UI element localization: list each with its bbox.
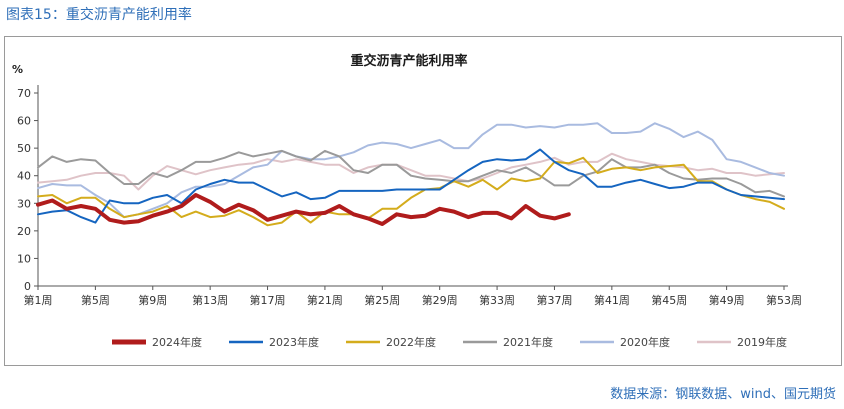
series-lines [36, 122, 785, 227]
series-line-2019年度 [37, 152, 785, 191]
series-line-2024年度 [36, 193, 571, 226]
x-tick-label: 第5周 [81, 293, 110, 307]
x-tick-label: 第37周 [536, 293, 572, 307]
y-tick-label: 0 [24, 280, 31, 293]
x-tick-label: 第33周 [479, 293, 515, 307]
y-tick-label: 60 [17, 115, 31, 128]
legend-label: 2020年度 [620, 335, 670, 349]
legend: 2024年度 2023年度 2022年度 2021年度 2020年度 2019年度 [112, 335, 787, 349]
data-source-note: 数据来源：钢联数据、wind、国元期货 [610, 387, 836, 402]
x-tick-label: 第41周 [594, 293, 630, 307]
y-tick-label: 50 [17, 142, 31, 155]
legend-label: 2019年度 [737, 335, 787, 349]
x-tick-label: 第21周 [307, 293, 343, 307]
x-tick-label: 第29周 [422, 293, 458, 307]
x-tick-label: 第1周 [24, 293, 53, 307]
legend-label: 2021年度 [503, 335, 553, 349]
series-line-2023年度 [37, 148, 785, 224]
y-tick-label: 20 [17, 225, 31, 238]
y-axis-unit: % [12, 63, 23, 76]
x-tick-label: 第13周 [192, 293, 228, 307]
x-tick-label: 第25周 [364, 293, 400, 307]
legend-label: 2023年度 [269, 335, 319, 349]
y-tick-label: 30 [17, 197, 31, 210]
legend-label: 2024年度 [152, 335, 202, 349]
y-tick-label: 10 [17, 252, 31, 265]
legend-label: 2022年度 [386, 335, 436, 349]
figure-title: 图表15：重交沥青产能利用率 [6, 7, 192, 23]
x-tick-label: 第9周 [138, 293, 167, 307]
x-tick-label: 第17周 [250, 293, 286, 307]
x-tick-label: 第53周 [766, 293, 802, 307]
chart-title: 重交沥青产能利用率 [350, 53, 467, 69]
x-tick-label: 第45周 [651, 293, 687, 307]
line-chart: 重交沥青产能利用率 % 0 10 20 30 40 50 60 70 第1周 第5周 第9周 第13周… [12, 53, 802, 349]
series-line-2020年度 [37, 122, 785, 219]
x-tick-label: 第49周 [709, 293, 745, 307]
axes: 0 10 20 30 40 50 60 70 第1周 第5周 第9周 第13周 第17周 第21周 第25周… [17, 85, 802, 307]
series-line-2022年度 [37, 156, 785, 227]
y-tick-label: 70 [17, 87, 31, 100]
y-tick-label: 40 [17, 170, 31, 183]
